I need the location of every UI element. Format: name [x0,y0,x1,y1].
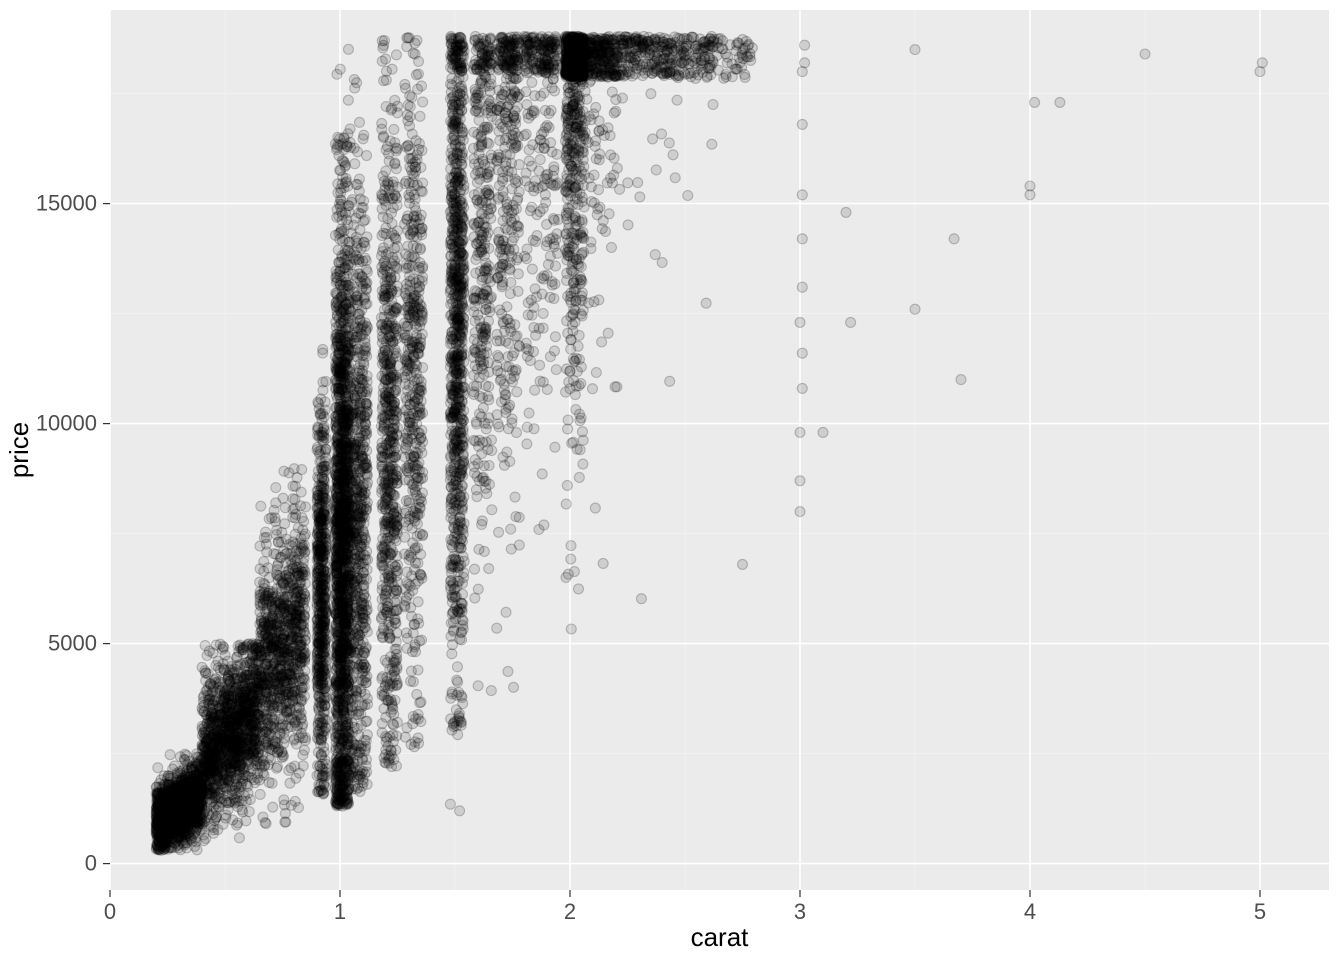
y-axis-title: price [4,422,34,478]
x-tick-label: 0 [104,899,116,924]
x-tick-label: 4 [1024,899,1036,924]
y-tick-label: 0 [85,851,97,876]
y-tick-label: 5000 [48,631,97,656]
chart-svg: 0 1 2 3 4 5 0 5000 10000 15000 carat price [0,0,1344,960]
x-tick-label: 1 [334,899,346,924]
x-axis-title: carat [691,922,750,952]
y-tick-label: 10000 [36,411,97,436]
x-tick-label: 2 [564,899,576,924]
scatter-chart: 0 1 2 3 4 5 0 5000 10000 15000 carat price [0,0,1344,960]
plot-panel [110,10,1329,890]
x-tick-label: 3 [794,899,806,924]
y-tick-label: 15000 [36,191,97,216]
x-tick-label: 5 [1254,899,1266,924]
